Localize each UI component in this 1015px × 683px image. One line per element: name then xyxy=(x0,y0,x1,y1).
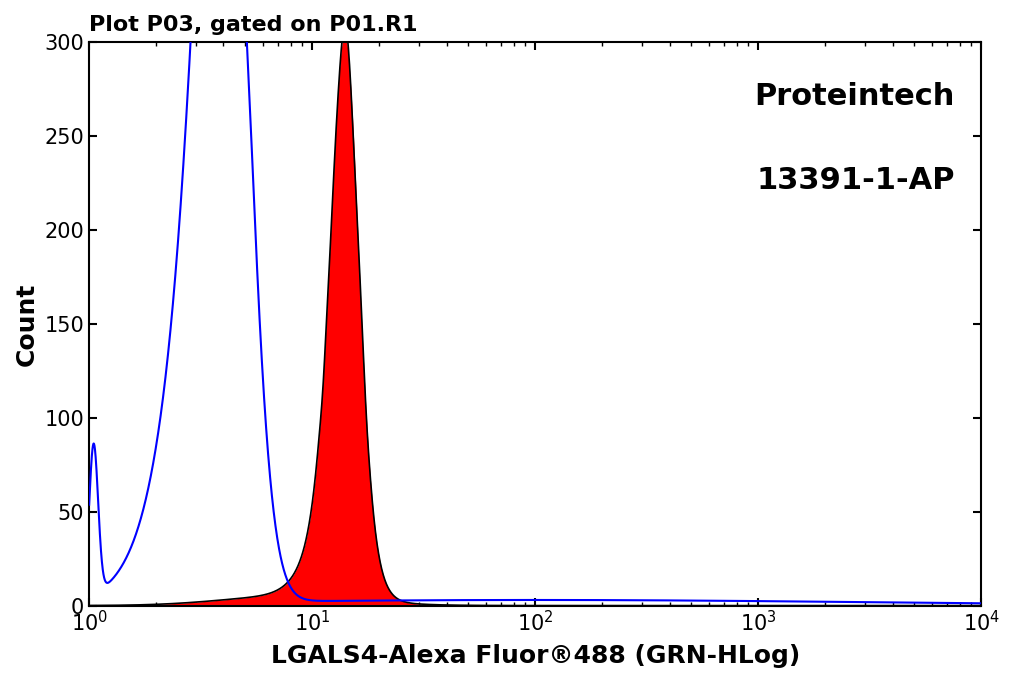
Y-axis label: Count: Count xyxy=(15,282,39,365)
Text: Plot P03, gated on P01.R1: Plot P03, gated on P01.R1 xyxy=(89,15,417,35)
Text: 13391-1-AP: 13391-1-AP xyxy=(756,166,955,195)
X-axis label: LGALS4-Alexa Fluor®488 (GRN-HLog): LGALS4-Alexa Fluor®488 (GRN-HLog) xyxy=(271,644,800,668)
Text: Proteintech: Proteintech xyxy=(754,81,955,111)
